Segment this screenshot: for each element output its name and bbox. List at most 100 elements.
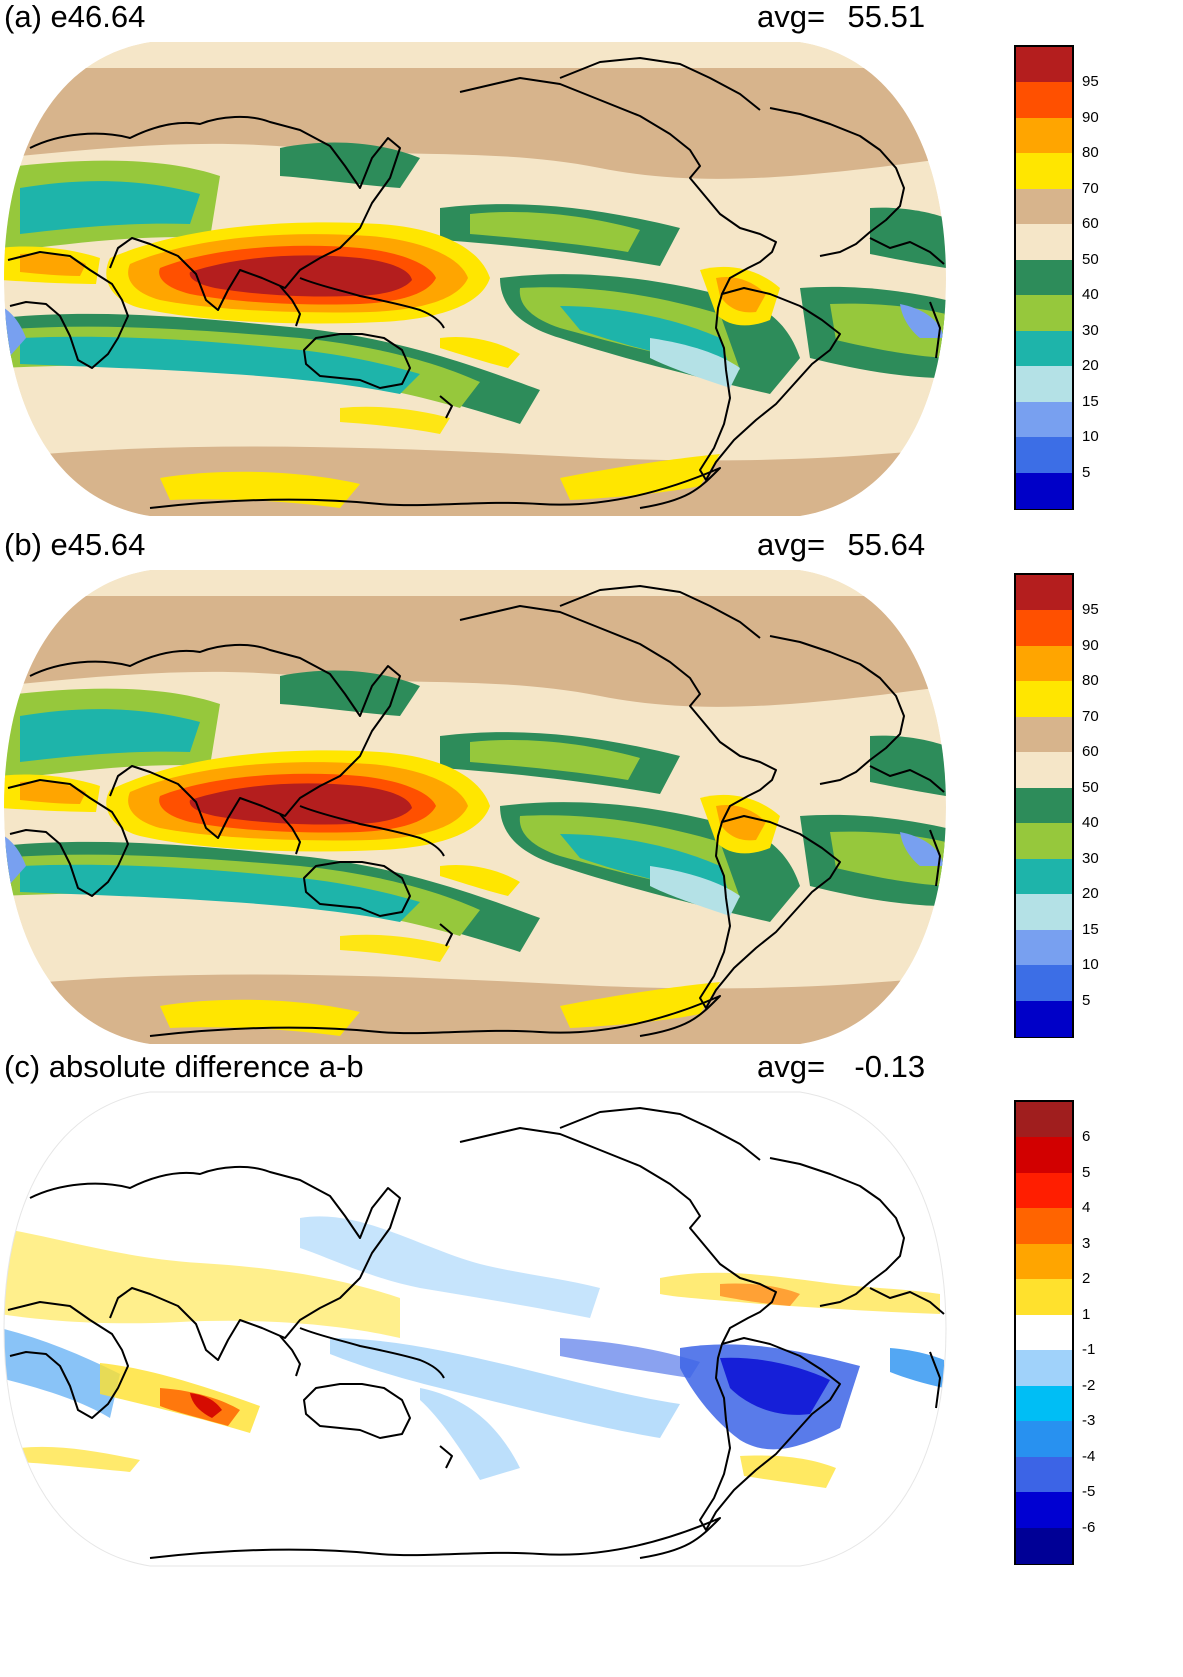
coastline [299,805,445,857]
coastline [279,285,301,327]
map-field-region [890,1348,944,1388]
map-field-region [900,304,944,338]
panel-average: avg= -0.13 [757,1050,925,1084]
colorbar-swatch [1016,645,1072,682]
map-field-region [900,832,944,866]
coastlines [7,585,945,1037]
colorbar-tick-label: 2 [1082,1270,1091,1288]
colorbar-tick-label: 90 [1082,108,1099,126]
colorbar-tick-label: 80 [1082,672,1099,690]
colorbar-tick-label: 95 [1082,73,1099,91]
avg-label: avg= [757,0,826,34]
coastline [149,467,721,509]
coastline [149,995,721,1037]
map-fill [4,42,946,516]
coastline [439,395,453,419]
colorbar-tick-label: 95 [1082,601,1099,619]
colorbar-swatch [1016,752,1072,789]
colorbar-tick-label: 5 [1082,991,1091,1009]
colorbar-tick-label: -3 [1082,1412,1096,1430]
coastline [279,1335,301,1377]
avg-value: -0.13 [854,1049,926,1084]
coastline [29,1165,401,1361]
panel-title: (b) e45.64 [4,527,146,562]
coastline [869,1287,945,1315]
map-field-region [20,181,200,234]
panel-b: (b) e45.64 avg= 55.64 95 90 80 70 60 50 40 30 20 1… [0,528,1183,1068]
map-field-region [4,1228,400,1338]
colorbar [1014,573,1074,1038]
map-field-region [660,1272,940,1314]
map-field-region [716,804,766,841]
avg-label: avg= [757,527,826,562]
panel-title: (a) e46.64 [4,0,146,34]
colorbar-tick-label: 30 [1082,321,1099,339]
map-field-region [440,336,520,368]
colorbar-swatch [1016,716,1072,753]
map-field-region [280,142,420,188]
coastline [929,1351,941,1409]
map-field-region [340,934,450,962]
colorbar-swatch [1016,295,1072,332]
colorbar-tick-label: 20 [1082,357,1099,375]
colorbar-tick-label: 1 [1082,1305,1091,1323]
colorbar-swatch [1016,1456,1072,1493]
map-field-region [189,783,412,825]
colorbar-tick-label: -1 [1082,1341,1096,1359]
map-field-region [870,207,946,268]
colorbar-swatch [1016,1102,1072,1139]
coastline [7,251,129,369]
colorbar-swatch [1016,823,1072,860]
map-fill [4,1092,946,1566]
map-outline [3,1091,947,1567]
map-field-region [716,276,766,313]
colorbar-tick-label: 30 [1082,849,1099,867]
panel-average: avg= 55.64 [757,528,925,562]
coastline [559,585,761,639]
colorbar-swatch [1016,82,1072,119]
coastline [559,1107,761,1161]
panel-average: avg= 55.51 [757,0,925,34]
colorbar-tick-label: 5 [1082,463,1091,481]
colorbar-tick-label: -2 [1082,1376,1096,1394]
colorbar-tick-label: 10 [1082,428,1099,446]
map-field-region [189,255,412,297]
colorbar-swatch [1016,1492,1072,1529]
coastline [869,237,945,265]
colorbar-swatch [1016,1243,1072,1280]
colorbar-tick-label: 5 [1082,1163,1091,1181]
colorbar [1014,1100,1074,1565]
coastline [769,107,905,257]
colorbar-swatch [1016,610,1072,647]
colorbar-swatch [1016,681,1072,718]
colorbar-tick-label: 3 [1082,1234,1091,1252]
colorbar-tick-label: 6 [1082,1128,1091,1146]
map-field-region [20,253,86,276]
coastline [303,861,411,917]
coastline [303,1383,411,1439]
map-field-region [420,1388,520,1480]
panel-title: (c) absolute difference a-b [4,1049,364,1084]
colorbar-swatch [1016,575,1072,612]
colorbar-swatch [1016,401,1072,438]
colorbar-swatch [1016,787,1072,824]
map-field-region [340,406,450,434]
colorbar-tick-label: 40 [1082,286,1099,304]
colorbar-swatch [1016,437,1072,474]
map-field-region [560,454,720,500]
map-field-region [720,1357,830,1415]
colorbar-tick-label: 40 [1082,814,1099,832]
coastline [769,1157,905,1307]
world-map [4,42,946,516]
coastline [559,57,761,111]
coastline [303,333,411,389]
map-field-region [20,864,420,922]
colorbar-swatch [1016,330,1072,367]
map-field-region [4,596,946,707]
colorbar-swatch [1016,1350,1072,1387]
colorbar-swatch [1016,1137,1072,1174]
coastline [149,1517,721,1559]
avg-label: avg= [757,1049,826,1084]
colorbar-swatch [1016,1172,1072,1209]
colorbar-tick-label: -4 [1082,1447,1096,1465]
